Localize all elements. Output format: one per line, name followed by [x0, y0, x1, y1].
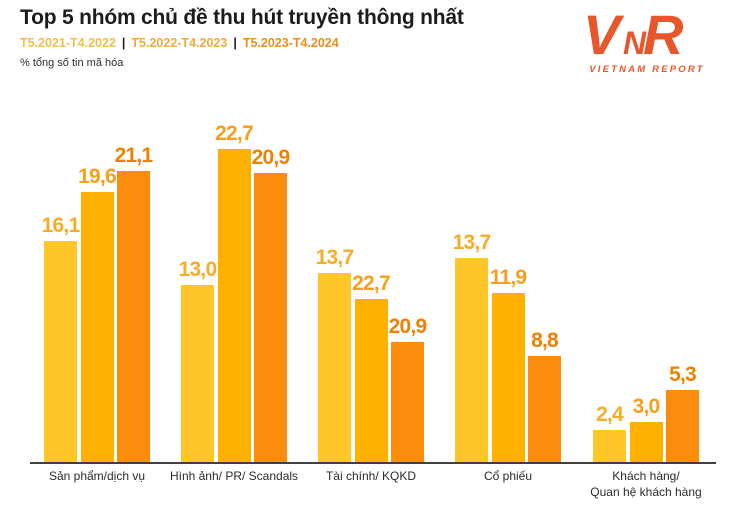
bar-value-group3-series1: 13,7 — [315, 246, 354, 269]
legend-separator: | — [121, 36, 126, 50]
legend-item-2: T5.2022-T4.2023 — [131, 36, 228, 50]
bar-group5-series1 — [593, 430, 626, 463]
legend-separator: | — [233, 36, 237, 50]
bar-value-group2-series2: 22,7 — [215, 122, 253, 145]
bar-group1-series3 — [117, 171, 150, 463]
legend-item-1: T5.2021-T4.2022 — [20, 36, 116, 50]
bar-group1-series1 — [44, 241, 77, 463]
bar-group4-series2 — [491, 293, 525, 463]
bar-group5-series2 — [629, 422, 663, 463]
logo-letter-v: V — [583, 3, 625, 66]
logo-letter-n: N — [623, 25, 647, 61]
chart-title: Top 5 nhóm chủ đề thu hút truyền thông n… — [20, 6, 464, 29]
bar-value-group5-series1: 2,4 — [596, 403, 624, 426]
bar-group4-series1 — [455, 258, 488, 463]
vnr-logo: V N R VIETNAM REPORT — [575, 2, 720, 84]
bar-group3-series3 — [391, 342, 424, 463]
bar-value-group4-series3: 8,8 — [531, 329, 559, 352]
bar-group3-series1 — [318, 273, 351, 463]
bar-value-group1-series1: 16,1 — [41, 214, 80, 237]
category-label-3: Tài chính/ KQKD — [325, 469, 417, 483]
bar-value-group1-series2: 19,6 — [78, 165, 116, 188]
x-axis-line — [30, 462, 716, 464]
bar-value-group3-series3: 20,9 — [388, 315, 427, 338]
bar-group2-series1 — [181, 285, 214, 463]
bar-value-group5-series2: 3,0 — [632, 395, 661, 418]
bar-value-group1-series3: 21,1 — [114, 144, 153, 167]
category-label-4: Cổ phiếu — [483, 469, 533, 483]
bar-group1-series2 — [80, 192, 114, 463]
bar-group3-series2 — [354, 299, 388, 463]
bar-value-group2-series3: 20,9 — [251, 146, 290, 169]
bar-group5-series3 — [666, 390, 699, 463]
chart-subtitle: % tổng số tin mã hóa — [20, 57, 124, 69]
bar-value-group2-series1: 13,0 — [178, 258, 217, 281]
bar-value-group3-series2: 22,7 — [352, 272, 390, 295]
bar-group2-series3 — [254, 173, 287, 463]
category-label-5: Khách hàng/ Quan hệ khách hàng — [590, 469, 702, 499]
bar-group4-series3 — [528, 356, 561, 463]
bar-group2-series2 — [217, 149, 251, 463]
legend: T5.2021-T4.2022 | T5.2022-T4.2023 | T5.2023-… — [20, 36, 339, 50]
legend-item-3: T5.2023-T4.2024 — [242, 36, 339, 50]
bar-value-group5-series3: 5,3 — [669, 363, 697, 386]
category-label-1: Sản phẩm/dịch vụ — [48, 469, 146, 483]
logo-subtext: VIETNAM REPORT — [589, 64, 705, 75]
logo-letter-r: R — [643, 3, 684, 66]
bar-value-group4-series1: 13,7 — [452, 231, 491, 254]
bar-value-group4-series2: 11,9 — [489, 266, 527, 289]
vnr-logo-graphic: V N R VIETNAM REPORT — [583, 3, 705, 75]
category-label-2: Hình ảnh/ PR/ Scandals — [169, 469, 299, 483]
